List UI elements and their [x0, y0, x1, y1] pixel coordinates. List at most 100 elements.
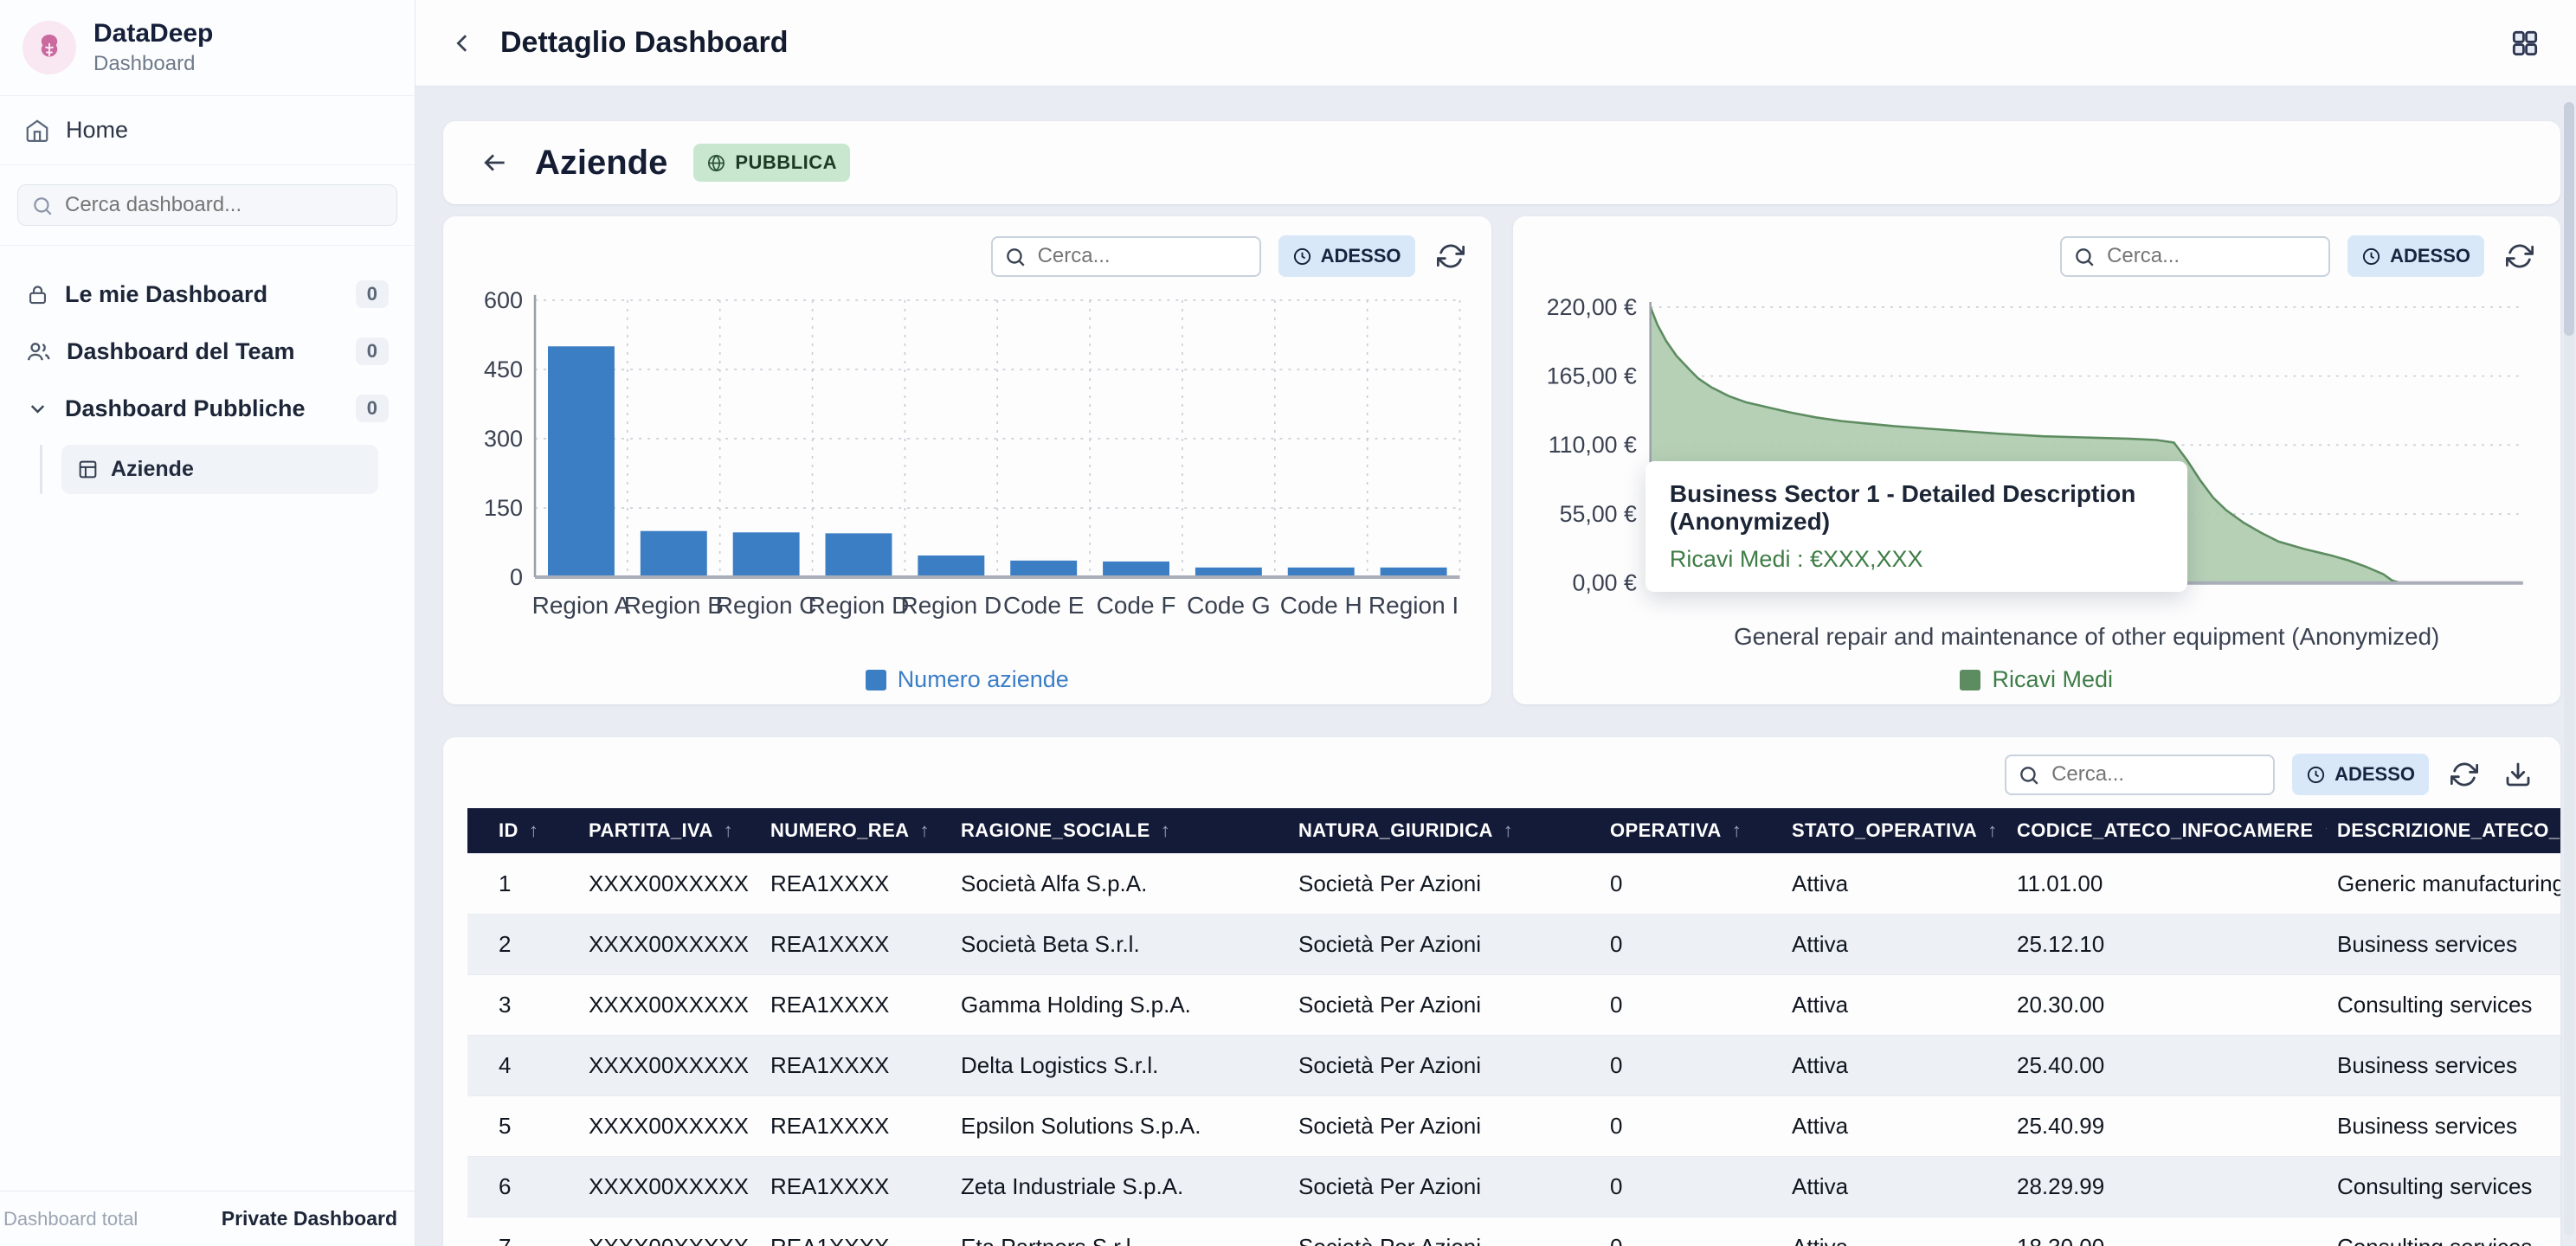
scrollbar[interactable]: [2564, 102, 2574, 1236]
home-icon: [26, 119, 48, 142]
chart-tooltip: Business Sector 1 - Detailed Description…: [1645, 460, 2187, 592]
tree-indent-line: [40, 445, 42, 494]
sidebar-item-home[interactable]: Home: [0, 96, 415, 165]
count-badge: 0: [355, 395, 389, 422]
column-header-stato_operativa[interactable]: STATO_OPERATIVA ↑: [1781, 808, 2006, 854]
cell-descrizione_ateco_infocamere: Business services: [2327, 1035, 2560, 1096]
cell-natura_giuridica: Società Per Azioni: [1288, 1217, 1600, 1246]
content-area: Aziende PUBBLICA: [415, 87, 2576, 1246]
cell-numero_rea: REA1XXXX: [760, 914, 950, 975]
cell-natura_giuridica: Società Per Azioni: [1288, 1156, 1600, 1217]
cell-stato_operativa: Attiva: [1781, 1095, 2006, 1157]
column-header-ragione_sociale[interactable]: RAGIONE_SOCIALE ↑: [950, 808, 1288, 854]
page-title-card: Aziende PUBBLICA: [443, 121, 2560, 204]
time-badge-label: ADESSO: [2390, 245, 2470, 267]
column-header-descrizione_ateco_infocamere[interactable]: DESCRIZIONE_ATECO_INFOCAMERE: [2327, 808, 2560, 854]
search-icon: [2076, 247, 2094, 267]
page-title: Aziende: [535, 143, 668, 182]
area-chart-wrap: 0,00 € 55,00 € 110,00 € 165,00 € 220,00 € Gen…: [1536, 284, 2539, 661]
refresh-icon: [2506, 244, 2534, 268]
column-header-numero_rea[interactable]: NUMERO_REA ↑: [760, 808, 950, 854]
cell-stato_operativa: Attiva: [1781, 853, 2006, 915]
sidebar-item-label: Dashboard Pubbliche: [65, 395, 306, 421]
area-chart-toolbar: ADESSO: [1536, 232, 2539, 280]
cell-id: 4: [467, 1035, 578, 1096]
cell-descrizione_ateco_infocamere: Consulting services: [2327, 974, 2560, 1036]
private-dashboard-label[interactable]: Private Dashboard: [221, 1207, 397, 1230]
bar-chart-legend: Numero aziende: [466, 661, 1469, 695]
arrow-left-icon[interactable]: [481, 149, 509, 177]
cell-descrizione_ateco_infocamere: Consulting services: [2327, 1156, 2560, 1217]
sort-arrow-icon: ↑: [1503, 819, 1514, 841]
chart-search: [2060, 235, 2331, 277]
time-range-badge[interactable]: ADESSO: [2347, 235, 2484, 277]
cell-partita_iva: XXXX00XXXXX: [578, 1217, 760, 1246]
cell-stato_operativa: Attiva: [1781, 1035, 2006, 1096]
cell-descrizione_ateco_infocamere: Consulting services: [2327, 1217, 2560, 1246]
tooltip-value: Ricavi Medi : €XXX,XXX: [1669, 545, 1923, 572]
cell-natura_giuridica: Società Per Azioni: [1288, 853, 1600, 915]
cell-natura_giuridica: Società Per Azioni: [1288, 914, 1600, 975]
apps-grid-button[interactable]: [2508, 27, 2541, 60]
sidebar-search-input[interactable]: [17, 184, 397, 226]
cell-natura_giuridica: Società Per Azioni: [1288, 974, 1600, 1036]
svg-text:300: 300: [484, 426, 523, 452]
download-button[interactable]: [2500, 756, 2536, 793]
legend-swatch: [865, 669, 886, 690]
cell-id: 3: [467, 974, 578, 1036]
cell-stato_operativa: Attiva: [1781, 974, 2006, 1036]
time-badge-label: ADESSO: [2334, 763, 2415, 785]
refresh-icon: [2450, 762, 2478, 787]
globe-icon: [708, 154, 725, 171]
chart-search-input[interactable]: [990, 235, 1261, 277]
svg-text:600: 600: [484, 287, 523, 313]
sidebar-item-public-dashboards[interactable]: Dashboard Pubbliche 0: [17, 386, 397, 431]
refresh-button[interactable]: [1433, 238, 1469, 274]
svg-text:Region D: Region D: [808, 592, 910, 619]
back-chevron-icon[interactable]: [450, 30, 476, 56]
sidebar-item-team-dashboards[interactable]: Dashboard del Team 0: [17, 329, 397, 374]
count-badge: 0: [355, 280, 389, 308]
refresh-button[interactable]: [2502, 238, 2538, 274]
table-row: 7XXXX00XXXXXREA1XXXXEta Partners S.r.l.S…: [467, 1217, 2560, 1246]
cell-operativa: 0: [1600, 1217, 1781, 1246]
clock-icon: [1293, 247, 1311, 265]
cell-operativa: 0: [1600, 853, 1781, 915]
svg-text:450: 450: [484, 356, 523, 382]
time-range-badge[interactable]: ADESSO: [1278, 235, 1415, 277]
table-search-input[interactable]: [2005, 754, 2276, 795]
svg-text:Region B: Region B: [624, 592, 724, 619]
cell-partita_iva: XXXX00XXXXX: [578, 914, 760, 975]
svg-text:150: 150: [484, 495, 523, 521]
sidebar-subtree: Aziende: [40, 445, 378, 494]
column-header-partita_iva[interactable]: PARTITA_IVA ↑: [578, 808, 760, 854]
sidebar-item-aziende[interactable]: Aziende: [61, 445, 378, 494]
column-header-natura_giuridica[interactable]: NATURA_GIURIDICA ↑: [1288, 808, 1600, 854]
column-header-codice_ateco_infocamere[interactable]: CODICE_ATECO_INFOCAMERE↑: [2006, 808, 2327, 854]
cell-codice_ateco_infocamere: 11.01.00: [2006, 853, 2327, 915]
app-logo: [23, 21, 76, 74]
cell-numero_rea: REA1XXXX: [760, 1095, 950, 1157]
users-icon: [27, 342, 50, 360]
cell-ragione_sociale: Società Alfa S.p.A.: [950, 853, 1288, 915]
cell-id: 6: [467, 1156, 578, 1217]
cell-ragione_sociale: Società Beta S.r.l.: [950, 914, 1288, 975]
sidebar: DataDeep Dashboard Home Le mie Dashboard: [0, 0, 415, 1246]
sidebar-search: [0, 165, 415, 246]
cell-stato_operativa: Attiva: [1781, 1156, 2006, 1217]
sort-arrow-icon: ↑: [528, 819, 539, 841]
sidebar-item-my-dashboards[interactable]: Le mie Dashboard 0: [17, 272, 397, 317]
column-header-operativa[interactable]: OPERATIVA ↑: [1600, 808, 1781, 854]
column-header-id[interactable]: ID ↑: [467, 808, 578, 854]
cell-stato_operativa: Attiva: [1781, 1217, 2006, 1246]
scrollbar-thumb[interactable]: [2564, 102, 2574, 336]
sidebar-header: DataDeep Dashboard: [0, 0, 415, 96]
refresh-button[interactable]: [2446, 756, 2483, 793]
svg-text:0: 0: [510, 564, 523, 590]
bar-chart-wrap: 0 150 300 450 600 Region A Region B Region C Reg…: [466, 284, 1469, 661]
time-range-badge[interactable]: ADESSO: [2292, 754, 2429, 795]
public-badge-label: PUBBLICA: [735, 151, 838, 173]
chart-search-input[interactable]: [2060, 235, 2331, 277]
